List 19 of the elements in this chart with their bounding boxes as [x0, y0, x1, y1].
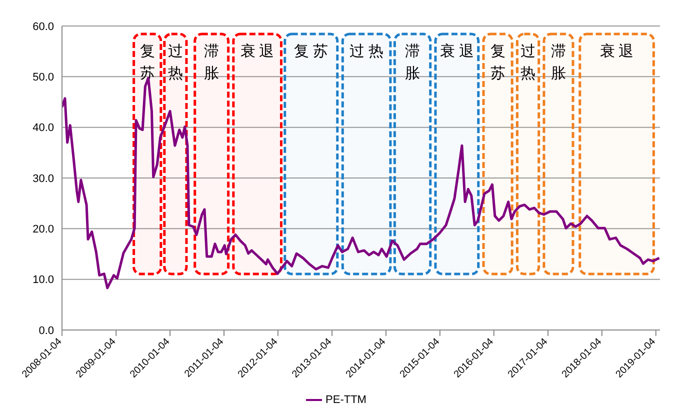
- band-label: 过热: [520, 43, 536, 82]
- band-label: 滞胀: [550, 43, 566, 82]
- band-label: 复苏: [490, 43, 506, 82]
- band-label: 滞胀: [204, 43, 220, 82]
- y-tick-label: 0.0: [38, 324, 54, 337]
- y-tick-label: 50.0: [32, 72, 54, 84]
- band-label: 过热: [168, 43, 183, 82]
- y-tick-label: 10.0: [32, 274, 54, 286]
- y-tick-label: 30.0: [32, 172, 54, 185]
- y-tick-label: 40.0: [32, 122, 54, 134]
- band-label: 衰 退: [600, 43, 634, 60]
- band-label: 复 苏: [294, 43, 328, 60]
- band-label: 过 热: [350, 43, 384, 60]
- legend-label: PE-TTM: [326, 394, 366, 406]
- y-tick-label: 60.0: [32, 20, 54, 33]
- y-tick-label: 20.0: [32, 224, 54, 236]
- band-label: 衰 退: [440, 43, 474, 60]
- band-label: 滞胀: [405, 43, 420, 82]
- band-label: 衰 退: [240, 43, 274, 60]
